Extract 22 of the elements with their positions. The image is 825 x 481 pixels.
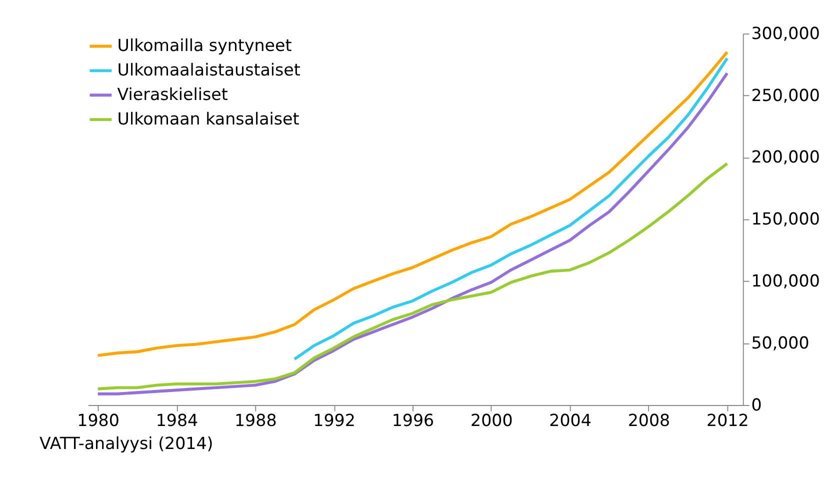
y-tick-label: 250,000 — [751, 86, 820, 105]
x-tick-label: 1992 — [313, 411, 356, 430]
x-tick-label: 2008 — [628, 411, 670, 430]
y-tick-label: 300,000 — [751, 24, 820, 43]
y-tick-label: 0 — [751, 395, 762, 414]
x-tick-label: 2012 — [706, 411, 749, 430]
x-tick-label: 1980 — [77, 411, 120, 430]
legend-label: Vieraskieliset — [117, 85, 228, 104]
y-tick-label: 150,000 — [751, 210, 820, 229]
x-tick-label: 1984 — [156, 411, 198, 430]
legend-label: Ulkomailla syntyneet — [117, 36, 292, 56]
legend-label: Ulkomaan kansalaiset — [117, 109, 300, 128]
legend-label: Ulkomaalaistaustaiset — [117, 60, 301, 80]
y-tick-label: 200,000 — [751, 148, 820, 167]
y-tick-label: 100,000 — [751, 272, 820, 291]
y-tick-label: 50,000 — [751, 333, 810, 352]
x-tick-label: 1996 — [392, 411, 434, 430]
x-tick-label: 1988 — [234, 411, 277, 430]
text: VATT-analyysi (2014) — [40, 434, 214, 453]
line-series — [96, 162, 729, 390]
x-tick-label: 2004 — [549, 411, 592, 430]
x-tick-label: 2000 — [470, 411, 513, 430]
